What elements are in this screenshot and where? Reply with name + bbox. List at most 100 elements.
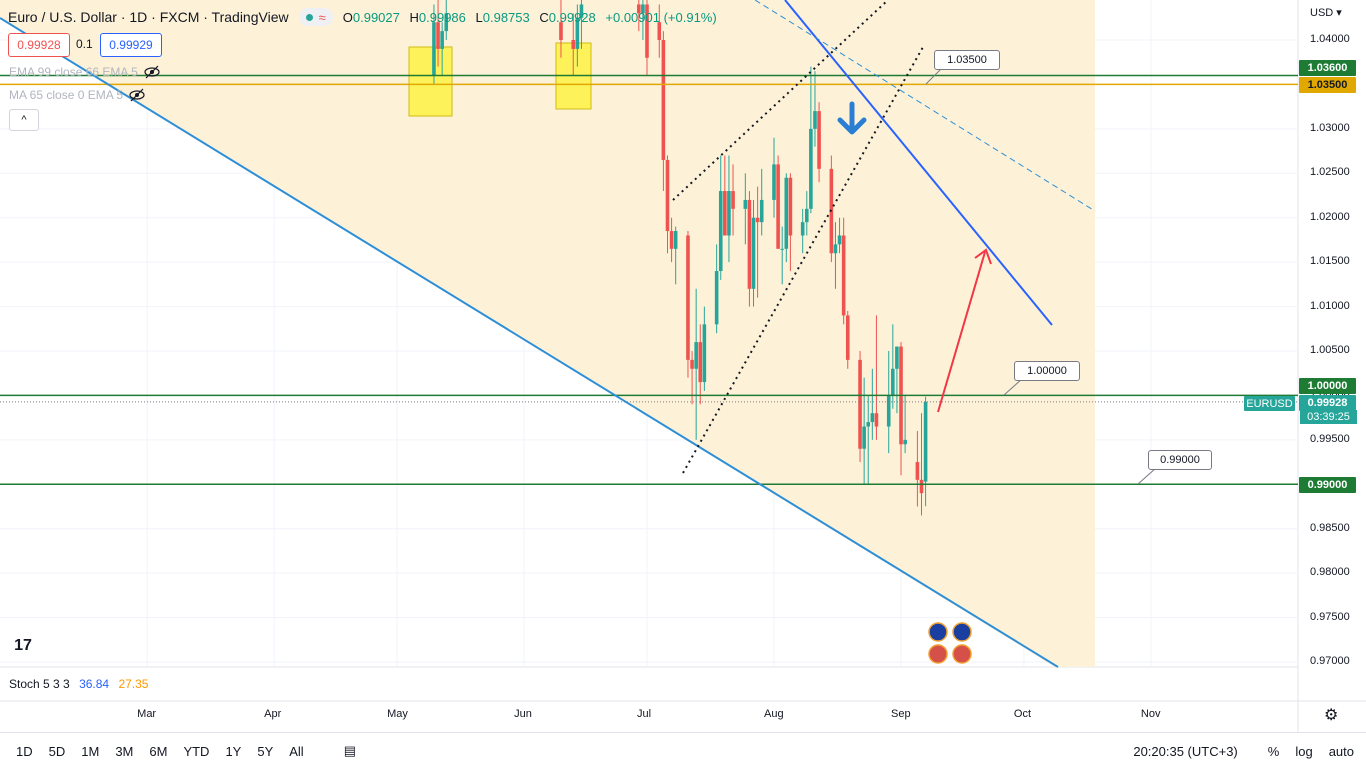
buy-price-box[interactable]: 0.99929 <box>100 33 162 57</box>
candle-countdown: 03:39:25 <box>1300 410 1357 424</box>
stoch-d-value: 27.35 <box>118 677 149 691</box>
highlight-box-may <box>408 46 453 117</box>
time-axis-label: Sep <box>891 708 911 720</box>
candle-body <box>673 231 678 249</box>
wave-icon: ≈ <box>318 9 326 25</box>
sell-price-box[interactable]: 0.99928 <box>8 33 70 57</box>
price-axis-label: 1.02500 <box>1310 166 1350 179</box>
candle-body <box>686 235 690 360</box>
dotted-channel-upper <box>672 0 889 201</box>
time-axis-label: Jul <box>637 708 652 720</box>
price-axis-label: 1.00500 <box>1310 344 1350 356</box>
event-flag-icon <box>928 644 948 664</box>
candle-body <box>874 413 879 427</box>
timeframe-ytd[interactable]: YTD <box>183 743 210 759</box>
callout-pointer <box>1137 467 1157 485</box>
candle-body <box>714 271 719 325</box>
hidden-eye-icon[interactable] <box>129 88 145 102</box>
log-toggle[interactable]: log <box>1295 743 1313 759</box>
candles <box>432 0 928 516</box>
candle-body <box>645 4 649 58</box>
callout-099[interactable]: 0.99000 <box>1148 450 1212 470</box>
candle-body <box>743 199 748 209</box>
candle-body <box>800 222 805 236</box>
symbol-tag: EURUSD <box>1244 396 1295 411</box>
candle-body <box>440 31 444 49</box>
candle-body <box>870 413 875 423</box>
price-axis-label: 0.97000 <box>1310 655 1350 667</box>
lower-trend-line <box>0 17 1059 668</box>
timeframe-1d[interactable]: 1D <box>16 743 33 759</box>
candle-body <box>788 177 793 236</box>
clock[interactable]: 20:20:35 (UTC+3) <box>1133 743 1238 759</box>
collapse-legend-button[interactable]: ^ <box>9 109 39 131</box>
candle-body <box>579 4 584 18</box>
candle-body <box>886 395 891 427</box>
price-axis-label: 0.98500 <box>1310 521 1350 534</box>
candle-body <box>637 4 641 14</box>
hidden-eye-icon[interactable] <box>144 65 160 79</box>
change-value: +0.00901 (+0.91%) <box>605 9 717 25</box>
ma-indicator-legend[interactable]: MA 65 close 0 EMA 5 <box>9 88 145 102</box>
candle-body <box>723 191 727 236</box>
timeframe-3m[interactable]: 3M <box>115 743 134 759</box>
price-axis-label: 0.98000 <box>1310 566 1350 579</box>
timeframe-6m[interactable]: 6M <box>149 743 168 759</box>
percent-toggle[interactable]: % <box>1267 743 1280 759</box>
close-value: 0.99928 <box>548 9 596 25</box>
wedge-zone <box>0 0 1095 667</box>
tradingview-logo[interactable]: 17 <box>8 634 38 658</box>
down-arrow-icon <box>837 101 867 135</box>
candle-body <box>432 22 436 76</box>
candle-body <box>727 191 731 236</box>
ema-indicator-legend[interactable]: EMA 99 close 66 EMA 5 <box>9 65 160 79</box>
candle-body <box>669 231 674 249</box>
chart-header: Euro / U.S. Dollar · 1D · FXCM · Trading… <box>8 6 723 28</box>
price-axis-label: 1.01500 <box>1310 255 1350 268</box>
callout-pointer <box>1003 378 1023 396</box>
candle-body <box>813 111 817 129</box>
timeframe-1y[interactable]: 1Y <box>225 743 242 759</box>
stochastic-legend[interactable]: Stoch 5 3 3 36.84 27.35 <box>9 677 148 691</box>
callout-1000[interactable]: 1.00000 <box>1014 361 1080 381</box>
timeframe-5d[interactable]: 5D <box>48 743 66 759</box>
candle-body <box>751 217 756 289</box>
candle-body <box>571 40 576 49</box>
candle-body <box>858 359 862 449</box>
symbol-title[interactable]: Euro / U.S. Dollar · 1D · FXCM · Trading… <box>8 9 289 25</box>
price-axis-label: 0.97500 <box>1310 610 1350 623</box>
currency-selector[interactable]: USD ▾ <box>1310 7 1342 19</box>
forecast-arrowhead <box>974 248 992 265</box>
candle-body <box>903 439 907 445</box>
callout-pointer <box>925 67 943 85</box>
auto-toggle[interactable]: auto <box>1328 743 1354 759</box>
upper-trend-line <box>784 0 1053 326</box>
timeframe-1m[interactable]: 1M <box>81 743 100 759</box>
price-tag-099: 0.99000 <box>1299 477 1356 493</box>
time-axis-label: Jun <box>514 708 532 720</box>
candle-body <box>559 22 563 40</box>
candle-body <box>891 368 895 396</box>
time-axis-label: Apr <box>264 708 282 720</box>
stoch-label: Stoch 5 3 3 <box>9 677 70 691</box>
candle-body <box>575 17 580 49</box>
market-status[interactable]: ≈ <box>298 8 333 26</box>
timeframe-all[interactable]: All <box>289 743 304 759</box>
timeframe-5y[interactable]: 5Y <box>257 743 274 759</box>
candle-body <box>702 324 707 383</box>
date-range-icon[interactable]: ▤ <box>343 743 356 758</box>
candle-body <box>776 164 780 249</box>
candle-body <box>759 199 764 223</box>
callout-1035[interactable]: 1.03500 <box>934 50 1000 70</box>
candle-body <box>694 342 698 369</box>
time-axis-label: Oct <box>1013 708 1032 720</box>
candle-body <box>919 479 924 494</box>
candle-body <box>923 401 928 482</box>
candle-body <box>657 22 662 40</box>
candle-body <box>718 191 723 272</box>
price-tag-1036: 1.03600 <box>1299 60 1356 76</box>
time-axis-label: May <box>387 708 408 720</box>
candle-body <box>915 462 920 480</box>
settings-gear-icon[interactable]: ⚙ <box>1324 707 1339 724</box>
